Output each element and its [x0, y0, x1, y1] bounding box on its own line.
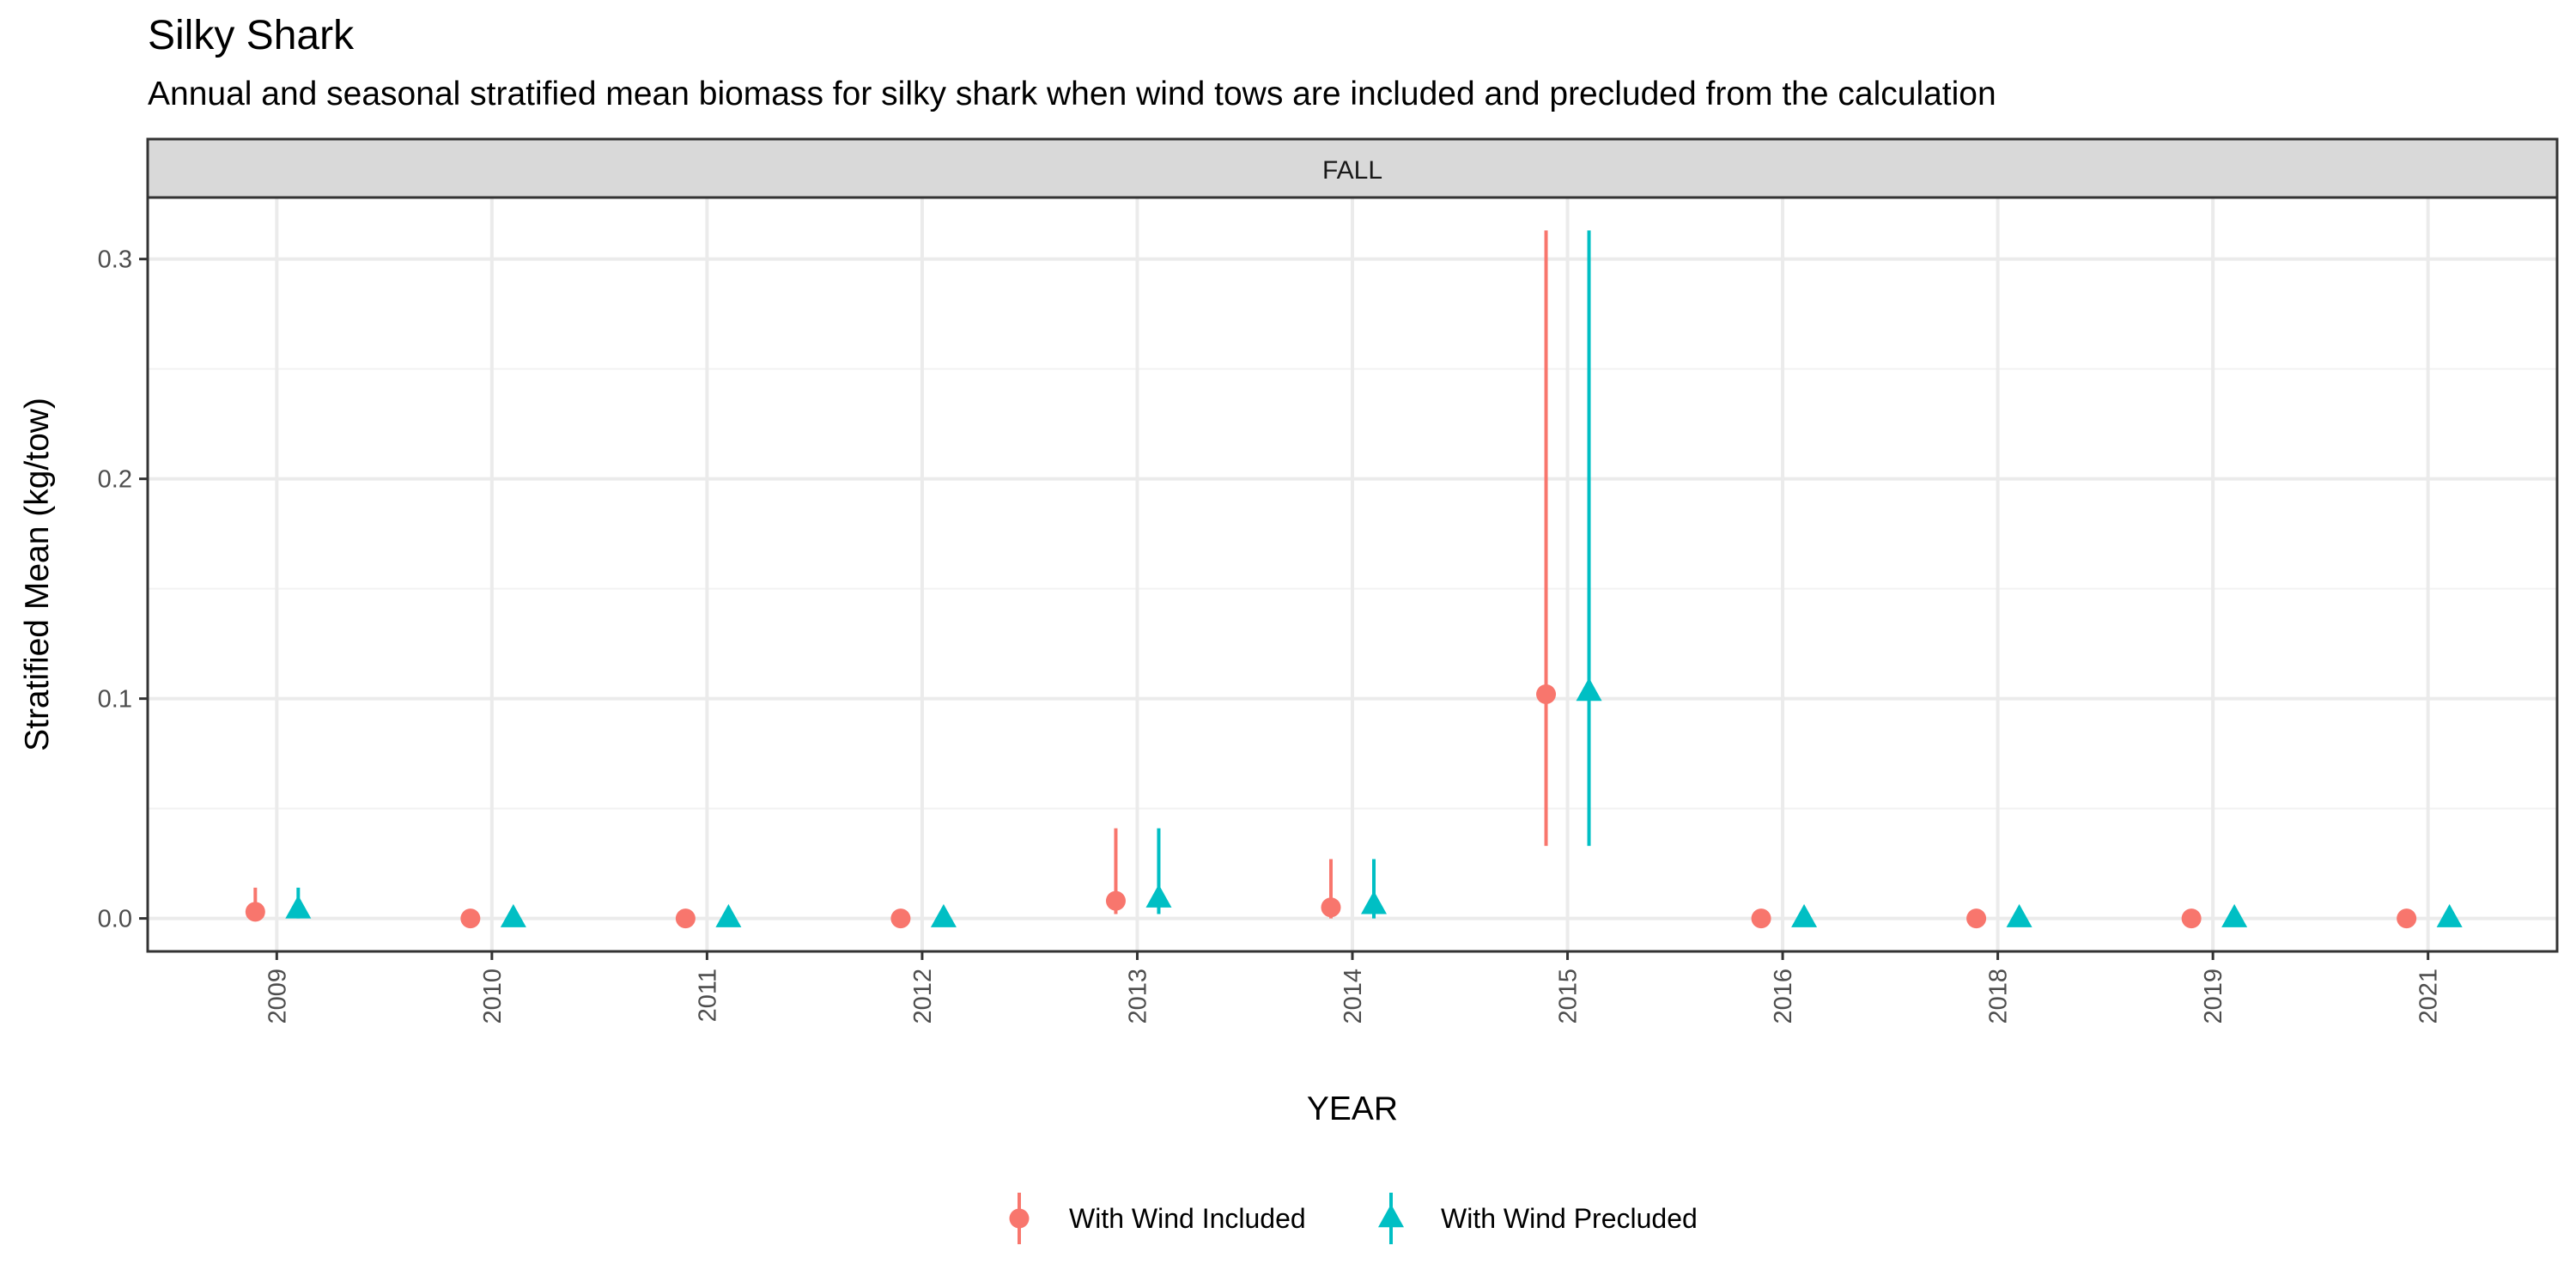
y-tick-label: 0.2: [98, 466, 132, 494]
data-point: [675, 908, 696, 929]
y-tick-label: 0.1: [98, 686, 132, 714]
axes: 0.0 0.1 0.2 0.3 2009 2010 2011 2012 2013 2014 2015…: [98, 246, 2443, 1024]
chart-subtitle: Annual and seasonal stratified mean biom…: [148, 76, 1996, 112]
data-point: [2221, 903, 2248, 927]
data-point: [1751, 908, 1771, 929]
y-tick-label: 0.3: [98, 246, 132, 274]
data-point: [2181, 908, 2202, 929]
x-tick-label: 2021: [2415, 969, 2443, 1024]
series-with-wind-included: [245, 230, 2417, 929]
legend-key-circle: [1009, 1208, 1030, 1229]
data-point: [460, 908, 481, 929]
data-point: [2436, 903, 2463, 927]
data-point: [1361, 890, 1387, 914]
data-point: [2397, 908, 2417, 929]
data-point: [930, 903, 957, 927]
data-point: [1536, 684, 1557, 705]
x-tick-label: 2018: [1985, 969, 2013, 1024]
facet-label: FALL: [1322, 156, 1382, 185]
legend-key-triangle: [1378, 1204, 1404, 1228]
data-point: [1966, 908, 1987, 929]
data-point: [1791, 903, 1818, 927]
x-tick-label: 2010: [479, 969, 507, 1024]
data-point: [2006, 903, 2032, 927]
legend-item-with-wind-included: With Wind Included: [1009, 1193, 1306, 1244]
series-with-wind-precluded: [285, 230, 2463, 927]
grid: [148, 197, 2557, 951]
x-tick-label: 2019: [2200, 969, 2227, 1024]
data-point: [1105, 890, 1126, 911]
legend-label: With Wind Included: [1069, 1203, 1306, 1234]
legend-label: With Wind Precluded: [1441, 1203, 1698, 1234]
chart-title: Silky Shark: [148, 13, 355, 58]
data-point: [1145, 884, 1172, 908]
data-layer: [245, 230, 2463, 929]
x-tick-label: 2009: [264, 969, 291, 1024]
data-point: [1576, 677, 1602, 702]
x-axis-title: YEAR: [1307, 1091, 1398, 1127]
legend-item-with-wind-precluded: With Wind Precluded: [1378, 1193, 1698, 1244]
x-tick-label: 2011: [694, 969, 721, 1022]
data-point: [890, 908, 911, 929]
x-tick-label: 2015: [1555, 969, 1583, 1024]
legend: With Wind Included With Wind Precluded: [1009, 1193, 1698, 1244]
x-tick-label: 2013: [1124, 969, 1151, 1024]
data-point: [715, 903, 742, 927]
data-point: [285, 895, 312, 919]
x-tick-label: 2012: [909, 969, 937, 1024]
data-point: [500, 903, 526, 927]
data-point: [245, 902, 265, 922]
y-tick-label: 0.0: [98, 906, 132, 933]
x-tick-label: 2014: [1340, 969, 1367, 1024]
data-point: [1321, 897, 1341, 918]
y-axis-title: Stratified Mean (kg/tow): [19, 398, 56, 751]
x-tick-label: 2016: [1770, 969, 1797, 1024]
